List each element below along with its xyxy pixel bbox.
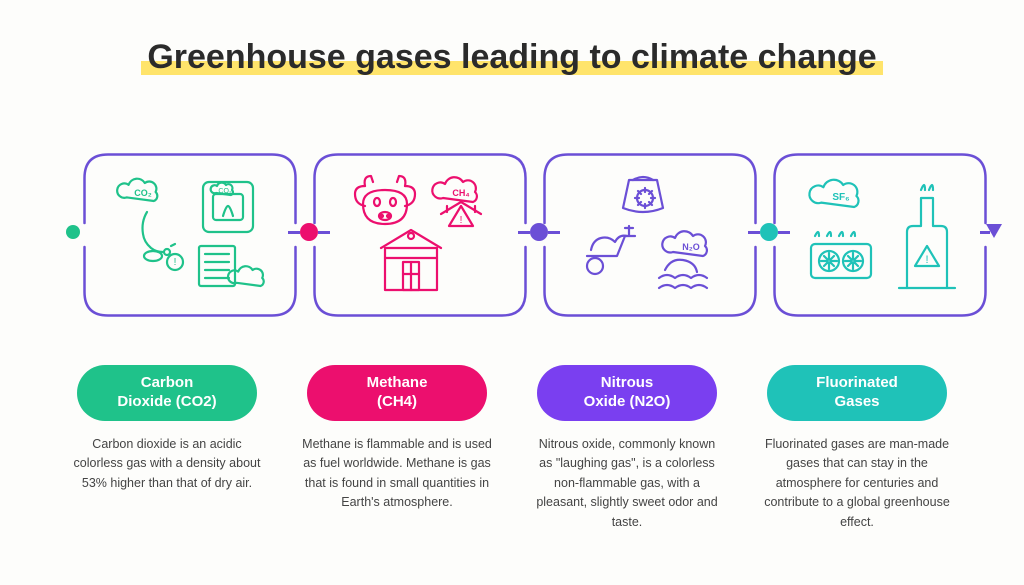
connector-line [288, 231, 300, 234]
card-n2o: Nitrous Oxide (N2O) Nitrous oxide, commo… [527, 365, 727, 532]
pill-label-line1: Fluorinated [816, 374, 898, 393]
card-fgas: Fluorinated Gases Fluorinated gases are … [757, 365, 957, 532]
svg-text:N₂O: N₂O [682, 242, 700, 252]
desc-fgas: Fluorinated gases are man-made gases tha… [757, 435, 957, 532]
desc-n2o: Nitrous oxide, commonly known as "laughi… [527, 435, 727, 532]
desc-ch4: Methane is flammable and is used as fuel… [297, 435, 497, 513]
connector-line [518, 231, 530, 234]
connector-line [318, 231, 330, 234]
connector-line [778, 231, 790, 234]
card-ch4: Methane (CH4) Methane is flammable and i… [297, 365, 497, 532]
card-co2: Carbon Dioxide (CO2) Carbon dioxide is a… [67, 365, 267, 532]
pill-label-line1: Nitrous [601, 374, 654, 393]
fgas-icons: SF₆ ! [795, 170, 965, 300]
pill-fgas: Fluorinated Gases [767, 365, 947, 421]
flow-diagram: CO₂ ! CO₂ CH₄ ! [0, 160, 1024, 360]
pill-co2: Carbon Dioxide (CO2) [77, 365, 257, 421]
svg-text:!: ! [460, 215, 463, 226]
pill-label-line1: Carbon [141, 374, 194, 393]
start-dot [66, 225, 80, 239]
co2-icons: CO₂ ! CO₂ [105, 170, 275, 300]
connector-dot-3 [760, 223, 778, 241]
icon-cluster-fgas: SF₆ ! [795, 170, 965, 300]
n2o-icons: N₂O [565, 170, 735, 300]
svg-text:SF₆: SF₆ [832, 192, 849, 203]
panel-n2o: N₂O [550, 160, 750, 310]
pill-label-line2: Oxide (N2O) [584, 393, 671, 412]
connector-dot-2 [530, 223, 548, 241]
connector-line [980, 231, 990, 234]
svg-text:CH₄: CH₄ [452, 188, 469, 198]
pill-label-line2: Dioxide (CO2) [117, 393, 216, 412]
panel-fgas: SF₆ ! [780, 160, 980, 310]
svg-text:!: ! [925, 254, 928, 266]
desc-co2: Carbon dioxide is an acidic colorless ga… [67, 435, 267, 493]
pill-label-line2: (CH4) [377, 393, 417, 412]
connector-line [548, 231, 560, 234]
pill-ch4: Methane (CH4) [307, 365, 487, 421]
svg-text:CO₂: CO₂ [134, 188, 152, 198]
page-title: Greenhouse gases leading to climate chan… [141, 38, 882, 77]
ch4-icons: CH₄ ! [335, 170, 505, 300]
svg-text:!: ! [174, 257, 177, 268]
icon-cluster-co2: CO₂ ! CO₂ [105, 170, 275, 300]
pill-label-line2: Gases [834, 393, 879, 412]
pill-n2o: Nitrous Oxide (N2O) [537, 365, 717, 421]
panel-ch4: CH₄ ! [320, 160, 520, 310]
pill-label-line1: Methane [367, 374, 428, 393]
panel-co2: CO₂ ! CO₂ [90, 160, 290, 310]
labels-row: Carbon Dioxide (CO2) Carbon dioxide is a… [0, 365, 1024, 532]
connector-line [748, 231, 760, 234]
connector-dot-1 [300, 223, 318, 241]
svg-text:CO₂: CO₂ [218, 188, 232, 195]
title-text: Greenhouse gases leading to climate chan… [147, 38, 876, 76]
icon-cluster-ch4: CH₄ ! [335, 170, 505, 300]
icon-cluster-n2o: N₂O [565, 170, 735, 300]
title-container: Greenhouse gases leading to climate chan… [0, 0, 1024, 77]
